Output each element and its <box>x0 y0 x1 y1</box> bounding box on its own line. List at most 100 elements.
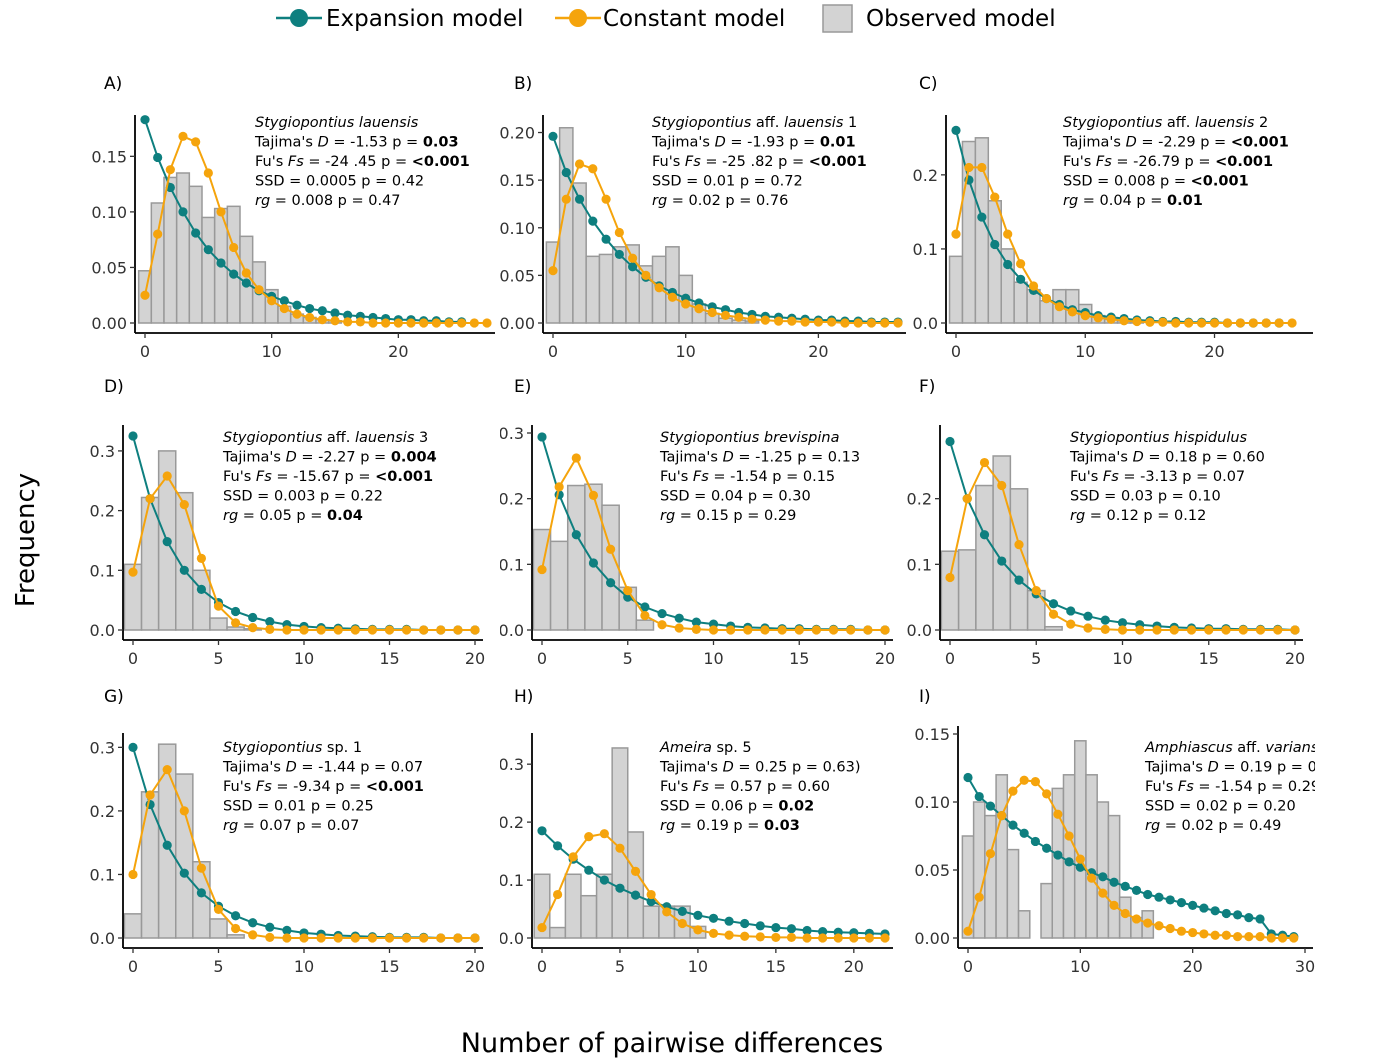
observed-bar <box>1040 882 1053 939</box>
constant-point <box>571 453 581 463</box>
y-tick-label: 0.15 <box>914 725 950 744</box>
observed-bar <box>1013 281 1028 324</box>
x-tick-label: 5 <box>623 649 633 668</box>
constant-point <box>1210 930 1220 940</box>
expansion-point <box>216 258 226 268</box>
x-tick-label: 15 <box>789 649 809 668</box>
stat-line: Tajima's D = 0.19 p = 0.61) <box>1144 760 1315 776</box>
chart-panel-c: C) 0.0 0.1 0.2 0 10 20 Stygiopontius aff. lauen… <box>913 74 1313 361</box>
observed-bar <box>584 483 603 631</box>
stat-line: rg = 0.04 p = 0.01 <box>1063 193 1203 209</box>
expansion-point <box>330 308 340 318</box>
x-tick-label: 10 <box>1112 649 1132 668</box>
constant-point <box>864 933 875 943</box>
constant-point <box>720 310 731 320</box>
constant-point <box>1083 623 1093 633</box>
stat-line: SSD = 0.008 p = <0.001 <box>1063 174 1249 190</box>
panel-letter: B) <box>514 74 532 94</box>
x-tick-label: 20 <box>1182 957 1202 976</box>
constant-point <box>1171 318 1181 328</box>
constant-point <box>1075 854 1085 864</box>
constant-point <box>1066 619 1076 629</box>
observed-bar <box>580 894 598 939</box>
expansion-point <box>599 875 609 885</box>
constant-point <box>708 928 719 938</box>
constant-point <box>1165 923 1175 934</box>
expansion-point <box>196 888 206 898</box>
panel-letter: C) <box>919 74 938 94</box>
y-tick-label: 0.00 <box>500 314 535 333</box>
expansion-point <box>248 612 258 623</box>
constant-point <box>1031 586 1041 596</box>
stat-line: Tajima's D = -1.93 p = 0.01 <box>651 135 856 151</box>
constant-point <box>1235 318 1245 328</box>
constant-point <box>165 165 175 175</box>
expansion-point <box>1131 885 1142 895</box>
expansion-point <box>963 772 973 783</box>
constant-point <box>787 316 797 326</box>
constant-point <box>724 930 734 940</box>
constant-point <box>827 317 837 327</box>
expansion-point <box>1210 906 1220 916</box>
constant-point <box>444 318 454 328</box>
y-axis-title: Frequency <box>11 473 41 607</box>
stat-line: Fu's Fs = -25 .82 p = <0.001 <box>652 154 867 170</box>
stat-line: rg = 0.05 p = 0.04 <box>223 508 363 524</box>
constant-point <box>1221 930 1231 940</box>
legend-expansion: Expansion model <box>276 6 523 32</box>
constant-point <box>615 843 625 853</box>
constant-point <box>316 625 326 635</box>
observed-bar <box>549 540 569 631</box>
constant-point <box>813 317 823 327</box>
observed-bar <box>175 172 191 324</box>
constant-point <box>786 932 797 943</box>
stat-line: Fu's Fs = -1.54 p = 0.29 <box>1145 779 1315 795</box>
expansion-point <box>786 924 797 934</box>
expansion-point <box>1233 910 1243 920</box>
constant-point <box>469 318 479 328</box>
observed-bar <box>192 569 211 631</box>
constant-point <box>1266 933 1276 943</box>
constant-point <box>1054 302 1065 312</box>
observed-bar <box>545 241 561 324</box>
chart-panel-i: I) 0.00 0.05 0.10 0.15 0 10 20 30 Amphiascus aff.… <box>914 687 1315 976</box>
y-tick-label: 0.10 <box>500 219 535 238</box>
constant-point <box>588 490 599 500</box>
expansion-point <box>1165 895 1175 905</box>
expansion-point <box>640 602 650 612</box>
constant-point <box>628 253 638 263</box>
constant-point <box>708 625 719 635</box>
constant-point <box>654 283 664 293</box>
constant-point <box>1120 908 1130 919</box>
constant-point <box>457 318 467 328</box>
constant-point <box>990 192 1000 202</box>
constant-point <box>1209 318 1220 328</box>
constant-point <box>623 586 633 596</box>
constant-point <box>646 889 656 900</box>
stat-line: rg = 0.008 p = 0.47 <box>255 193 401 209</box>
constant-point <box>317 315 327 325</box>
constant-point <box>747 314 757 324</box>
constant-point <box>1042 789 1052 799</box>
expansion-point <box>241 278 251 288</box>
y-tick-label: 0.05 <box>500 266 535 285</box>
constant-point <box>977 162 987 173</box>
legend-observed: Observed model <box>822 4 1056 33</box>
constant-point <box>1255 932 1265 942</box>
x-tick-label: 10 <box>688 957 708 976</box>
y-tick-label: 0.1 <box>90 865 115 884</box>
y-tick-label: 0.05 <box>914 861 950 880</box>
observed-bar <box>188 185 203 324</box>
constant-point <box>333 933 343 943</box>
expansion-point <box>945 436 955 447</box>
stat-line: SSD = 0.03 p = 0.10 <box>1070 489 1221 505</box>
constant-point <box>419 933 429 943</box>
constant-point <box>734 312 744 322</box>
constant-point <box>1048 609 1059 619</box>
constant-point <box>1277 933 1288 943</box>
constant-point <box>254 285 264 295</box>
constant-point <box>568 852 578 862</box>
expansion-point <box>657 608 667 619</box>
expansion-point <box>1143 889 1153 900</box>
expansion-point <box>128 431 138 441</box>
